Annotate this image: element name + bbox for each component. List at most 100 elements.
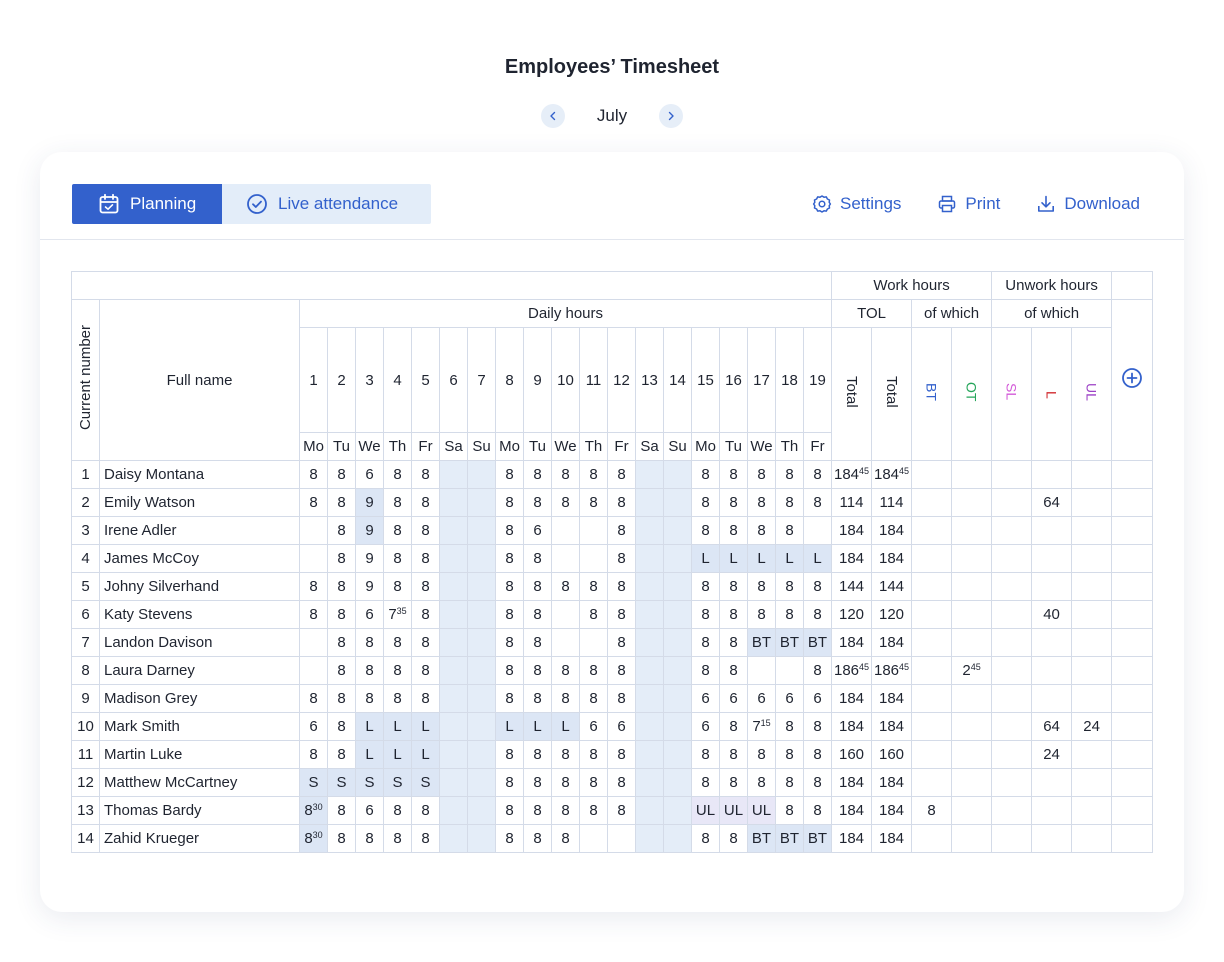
day-cell[interactable]: 8 (411, 460, 440, 489)
day-cell[interactable] (663, 460, 692, 489)
day-cell[interactable]: 8 (775, 600, 804, 629)
day-cell[interactable]: 8 (327, 740, 356, 769)
day-cell[interactable]: 8 (383, 684, 412, 713)
day-cell[interactable] (551, 544, 580, 573)
day-cell[interactable]: L (551, 712, 580, 741)
day-cell[interactable]: 8 (327, 572, 356, 601)
day-cell[interactable] (439, 600, 468, 629)
day-cell[interactable]: UL (719, 796, 748, 825)
prev-month-button[interactable] (541, 104, 565, 128)
day-cell[interactable]: 8 (691, 768, 720, 797)
day-cell[interactable] (439, 684, 468, 713)
day-cell[interactable] (607, 824, 636, 853)
day-cell[interactable] (635, 824, 664, 853)
day-cell[interactable]: 8 (327, 544, 356, 573)
day-cell[interactable] (663, 488, 692, 517)
day-cell[interactable]: 8 (691, 600, 720, 629)
day-cell[interactable]: 6 (299, 712, 328, 741)
day-cell[interactable]: L (775, 544, 804, 573)
day-cell[interactable]: 8 (495, 684, 524, 713)
day-cell[interactable] (551, 600, 580, 629)
day-cell[interactable] (299, 516, 328, 545)
day-cell[interactable]: 8 (719, 600, 748, 629)
day-cell[interactable] (663, 628, 692, 657)
day-cell[interactable]: 8 (747, 740, 776, 769)
day-cell[interactable]: 6 (691, 712, 720, 741)
day-cell[interactable]: 8 (747, 488, 776, 517)
day-cell[interactable] (802, 516, 833, 545)
day-cell[interactable]: 8 (719, 572, 748, 601)
day-cell[interactable]: 8 (551, 656, 580, 685)
day-cell[interactable]: 8 (719, 656, 748, 685)
day-cell[interactable]: 8 (299, 572, 328, 601)
day-cell[interactable]: 9 (355, 516, 384, 545)
day-cell[interactable]: 8 (411, 516, 440, 545)
day-cell[interactable] (747, 656, 776, 685)
day-cell[interactable]: 6 (607, 712, 636, 741)
day-cell[interactable]: L (802, 544, 833, 573)
day-cell[interactable]: UL (691, 796, 720, 825)
day-cell[interactable] (663, 656, 692, 685)
plus-circle-icon[interactable] (1121, 367, 1143, 389)
day-cell[interactable] (467, 600, 496, 629)
day-cell[interactable]: 8 (495, 460, 524, 489)
day-cell[interactable]: 6 (691, 684, 720, 713)
day-cell[interactable] (579, 628, 608, 657)
day-cell[interactable]: 8 (327, 460, 356, 489)
day-cell[interactable]: 8 (607, 600, 636, 629)
day-cell[interactable]: 8 (355, 628, 384, 657)
day-cell[interactable]: L (495, 712, 524, 741)
day-cell[interactable] (635, 488, 664, 517)
day-cell[interactable]: 8 (775, 488, 804, 517)
day-cell[interactable]: 8 (383, 516, 412, 545)
day-cell[interactable] (663, 516, 692, 545)
day-cell[interactable] (439, 824, 468, 853)
day-cell[interactable]: 8 (747, 516, 776, 545)
day-cell[interactable]: 8 (719, 768, 748, 797)
day-cell[interactable]: 8 (607, 656, 636, 685)
day-cell[interactable] (439, 488, 468, 517)
day-cell[interactable]: 8 (551, 572, 580, 601)
table-row[interactable]: 11 Martin Luke 8 8 L L L 8 8 8 8 8 8 8 8 8 8 160 160 24 (71, 740, 1154, 769)
day-cell[interactable]: 8 (411, 656, 440, 685)
day-cell[interactable] (635, 768, 664, 797)
day-cell[interactable] (467, 516, 496, 545)
day-cell[interactable] (467, 796, 496, 825)
day-cell[interactable]: 8 (327, 488, 356, 517)
day-cell[interactable]: 6 (775, 684, 804, 713)
day-cell[interactable]: 8 (383, 656, 412, 685)
day-cell[interactable]: 8 (607, 572, 636, 601)
day-cell[interactable]: 8 (551, 684, 580, 713)
table-row[interactable]: 13 Thomas Bardy 830 8 6 8 8 8 8 8 8 8 UL UL UL 8 8 184 184… (71, 796, 1154, 825)
day-cell[interactable]: 8 (495, 796, 524, 825)
day-cell[interactable] (635, 796, 664, 825)
day-cell[interactable]: 6 (355, 600, 384, 629)
day-cell[interactable] (635, 628, 664, 657)
day-cell[interactable] (551, 628, 580, 657)
day-cell[interactable]: 8 (411, 572, 440, 601)
day-cell[interactable] (467, 628, 496, 657)
day-cell[interactable] (439, 460, 468, 489)
day-cell[interactable] (467, 656, 496, 685)
day-cell[interactable]: 8 (775, 712, 804, 741)
day-cell[interactable]: 8 (299, 600, 328, 629)
day-cell[interactable]: 8 (747, 768, 776, 797)
day-cell[interactable] (663, 824, 692, 853)
day-cell[interactable]: 8 (523, 656, 552, 685)
day-cell[interactable]: 8 (327, 516, 356, 545)
table-row[interactable]: 8 Laura Darney 8 8 8 8 8 8 8 8 8 8 8 8 18645 18645 245 (71, 656, 1154, 685)
day-cell[interactable]: 8 (579, 488, 608, 517)
day-cell[interactable]: 715 (747, 712, 776, 741)
day-cell[interactable]: BT (802, 628, 833, 657)
day-cell[interactable] (467, 572, 496, 601)
day-cell[interactable]: L (383, 712, 412, 741)
day-cell[interactable]: 8 (607, 628, 636, 657)
day-cell[interactable]: L (383, 740, 412, 769)
day-cell[interactable]: 8 (327, 628, 356, 657)
day-cell[interactable] (467, 740, 496, 769)
day-cell[interactable]: 8 (411, 824, 440, 853)
day-cell[interactable]: 8 (691, 740, 720, 769)
day-cell[interactable]: 6 (802, 684, 833, 713)
day-cell[interactable]: 8 (775, 768, 804, 797)
day-cell[interactable]: 8 (523, 768, 552, 797)
